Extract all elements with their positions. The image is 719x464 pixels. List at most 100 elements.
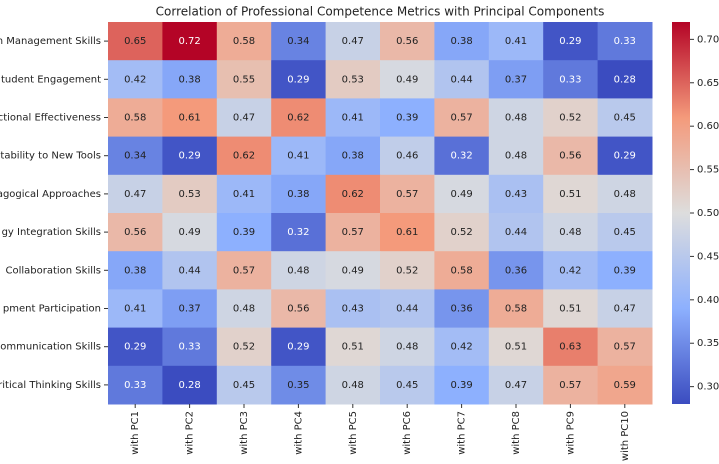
heatmap-cell	[216, 98, 272, 138]
heatmap-cell	[162, 174, 218, 214]
heatmap-cell	[216, 22, 272, 61]
cell-label: 0.41	[287, 151, 309, 162]
heatmap-cell	[162, 136, 218, 176]
heatmap-cell	[108, 289, 163, 329]
x-tick-label: with PC3	[239, 411, 250, 455]
heatmap-cell	[597, 98, 653, 138]
heatmap-cell	[216, 251, 272, 290]
cell-label: 0.53	[342, 74, 364, 85]
cell-label: 0.51	[559, 189, 581, 200]
heatmap-cell	[162, 213, 218, 252]
heatmap-cell	[597, 174, 653, 214]
heatmap-cell	[162, 251, 218, 290]
cell-label: 0.52	[450, 227, 472, 238]
y-tick-label: ctional Effectiveness	[0, 113, 101, 124]
cell-label: 0.38	[287, 189, 309, 200]
cell-label: 0.49	[450, 189, 472, 200]
colorbar-tick-label: 0.55	[697, 165, 719, 176]
cell-label: 0.29	[178, 151, 200, 162]
cell-label: 0.44	[450, 74, 472, 85]
x-tick-label: with PC8	[511, 411, 522, 455]
cell-label: 0.29	[287, 342, 309, 353]
cell-label: 0.51	[342, 342, 364, 353]
cell-label: 0.48	[287, 265, 309, 276]
y-tick-label: ritical Thinking Skills	[0, 380, 101, 391]
heatmap-cell	[108, 251, 163, 290]
x-tick-label: with PC1	[130, 411, 141, 455]
heatmap-cell	[434, 136, 490, 176]
cell-label: 0.38	[450, 36, 472, 47]
heatmap-cell	[543, 213, 599, 252]
cell-label: 0.52	[396, 265, 418, 276]
heatmap-cell	[325, 22, 381, 61]
cell-label: 0.49	[342, 265, 364, 276]
cell-label: 0.48	[233, 304, 255, 315]
cell-label: 0.41	[233, 189, 255, 200]
heatmap-cell	[543, 174, 599, 214]
heatmap-cell	[543, 60, 599, 99]
cell-label: 0.38	[342, 151, 364, 162]
cell-label: 0.47	[614, 304, 636, 315]
cell-label: 0.32	[450, 151, 472, 162]
heatmap-cell	[162, 327, 218, 367]
cell-label: 0.37	[505, 74, 527, 85]
x-tick-label: with PC6	[402, 411, 413, 455]
heatmap-cell	[434, 22, 490, 61]
heatmap-cell	[162, 60, 218, 99]
heatmap-cell	[597, 365, 653, 405]
heatmap-cell	[434, 327, 490, 367]
cell-label: 0.58	[124, 113, 146, 124]
cell-label: 0.45	[614, 227, 636, 238]
cell-label: 0.34	[124, 151, 146, 162]
heatmap-cell	[597, 327, 653, 367]
y-tick-label: n Management Skills	[0, 36, 101, 47]
colorbar-tick-label: 0.65	[697, 78, 719, 89]
cell-label: 0.62	[342, 189, 364, 200]
cell-label: 0.56	[559, 151, 581, 162]
cell-label: 0.47	[342, 36, 364, 47]
cell-label: 0.43	[342, 304, 364, 315]
heatmap-cell	[108, 98, 163, 138]
heatmap-cell	[325, 213, 381, 252]
cell-label: 0.63	[559, 342, 581, 353]
cell-label: 0.48	[396, 342, 418, 353]
heatmap-cell	[543, 289, 599, 329]
cell-label: 0.61	[396, 227, 418, 238]
colorbar-tick-label: 0.30	[697, 382, 719, 393]
heatmap-cell	[216, 213, 272, 252]
y-tick-label: Collaboration Skills	[5, 265, 101, 276]
y-tick-label: agogical Approaches	[0, 189, 101, 200]
cell-label: 0.41	[342, 113, 364, 124]
y-tick-label: gy Integration Skills	[2, 227, 101, 238]
cell-label: 0.48	[342, 380, 364, 391]
heatmap-cell	[271, 60, 327, 99]
heatmap-cell	[325, 251, 381, 290]
heatmap-cell	[434, 251, 490, 290]
cell-label: 0.39	[450, 380, 472, 391]
heatmap-cell	[597, 213, 653, 252]
cell-label: 0.28	[178, 380, 200, 391]
cell-label: 0.48	[559, 227, 581, 238]
heatmap-cell	[271, 174, 327, 214]
heatmap-cell	[325, 289, 381, 329]
cell-label: 0.32	[287, 227, 309, 238]
cell-label: 0.48	[505, 113, 527, 124]
heatmap-cell	[216, 136, 272, 176]
cell-label: 0.65	[124, 36, 146, 47]
heatmap-cell	[488, 365, 544, 405]
heatmap-cell	[488, 213, 544, 252]
colorbar-tick-label: 0.45	[697, 251, 719, 262]
cell-label: 0.57	[559, 380, 581, 391]
colorbar-tick-label: 0.35	[697, 338, 719, 349]
cell-label: 0.29	[287, 74, 309, 85]
cell-label: 0.44	[396, 304, 418, 315]
heatmap-cell	[108, 136, 163, 176]
heatmap-cell	[325, 365, 381, 405]
cell-label: 0.48	[614, 189, 636, 200]
cell-label: 0.58	[505, 304, 527, 315]
colorbar-tick-label: 0.40	[697, 295, 719, 306]
heatmap-cell	[434, 98, 490, 138]
heatmap-cell	[434, 365, 490, 405]
heatmap-cell	[162, 365, 218, 405]
